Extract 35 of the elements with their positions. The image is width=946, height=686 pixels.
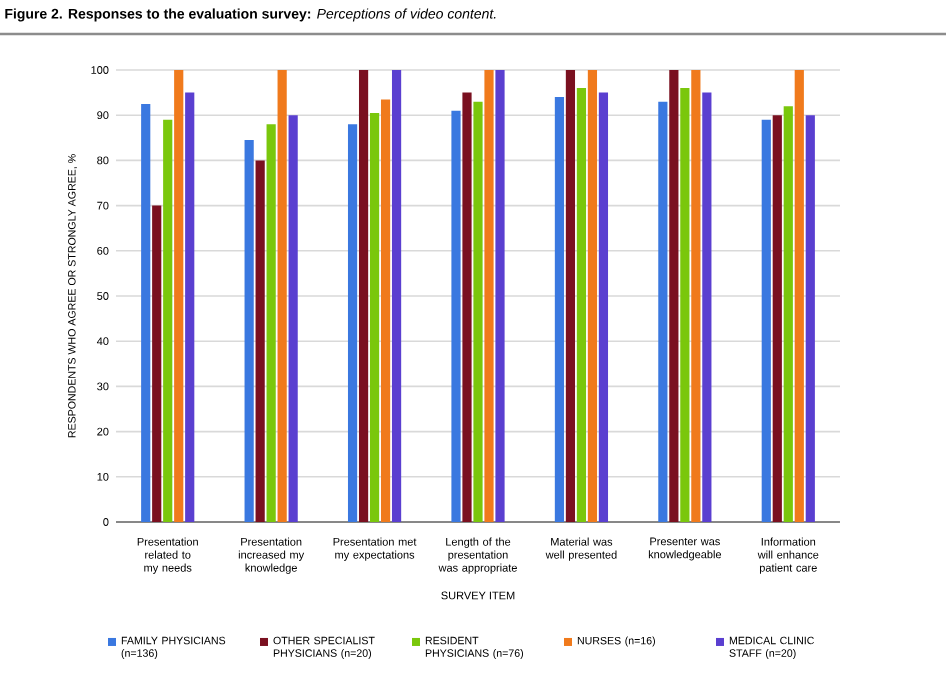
bar (702, 92, 712, 522)
bar (255, 160, 265, 522)
bar (805, 115, 815, 522)
bar (554, 97, 565, 522)
bar (163, 119, 173, 522)
bar (680, 88, 690, 522)
bar (669, 70, 679, 522)
bar (587, 70, 598, 522)
bar (598, 92, 609, 522)
bar (576, 88, 587, 522)
bar (495, 70, 505, 522)
bar (783, 106, 793, 522)
bar (473, 101, 483, 522)
bar (185, 92, 195, 522)
bar (266, 124, 276, 522)
bar (277, 70, 287, 522)
bar (174, 70, 184, 522)
bar (761, 119, 771, 522)
bar (347, 124, 358, 522)
bar (451, 110, 461, 522)
bar (484, 70, 494, 522)
bar (244, 140, 254, 522)
bar (141, 103, 151, 522)
bar (658, 101, 668, 522)
bar (152, 205, 162, 522)
bar (462, 92, 472, 522)
bar (288, 115, 298, 522)
bar (358, 70, 369, 522)
bar (369, 112, 380, 522)
bar (380, 99, 391, 522)
bar (772, 115, 782, 522)
bar (391, 70, 402, 522)
bar (691, 70, 701, 522)
bar (794, 70, 804, 522)
bar (565, 70, 576, 522)
